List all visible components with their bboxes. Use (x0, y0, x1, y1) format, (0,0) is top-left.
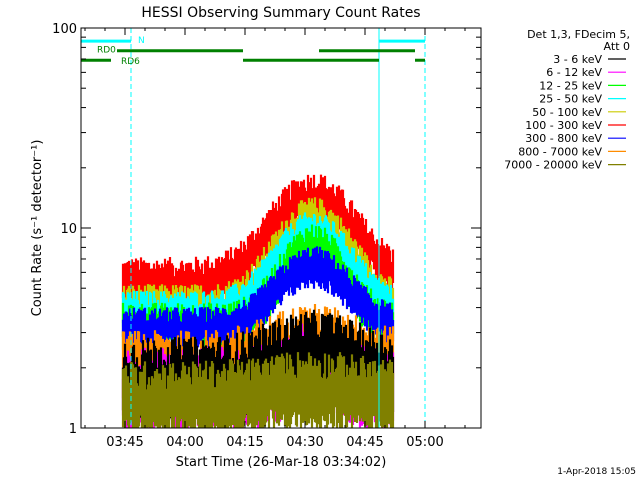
legend-header-1: Att 0 (604, 40, 630, 53)
generation-timestamp: 1-Apr-2018 15:05 (557, 467, 636, 477)
x-tick-label-5: 05:00 (406, 435, 443, 450)
x-tick-label-0: 03:45 (106, 435, 143, 450)
legend-label-7: 800 - 7000 keV (518, 145, 602, 158)
series-line-4 (121, 246, 395, 351)
x-tick-label-1: 04:00 (166, 435, 203, 450)
series-4 (121, 246, 395, 351)
legend-label-2: 12 - 25 keV (539, 79, 602, 92)
y-tick-label-1: 10 (60, 222, 77, 237)
flag-label-rd0: RD0 (97, 46, 116, 56)
flag-label-n: N (138, 36, 145, 46)
legend-label-1: 6 - 12 keV (546, 66, 602, 79)
legend-label-3: 25 - 50 keV (539, 93, 602, 106)
chart-title: HESSI Observing Summary Count Rates (141, 5, 420, 21)
legend-label-4: 50 - 100 keV (532, 106, 602, 119)
legend-header-0: Det 1,3, FDecim 5, (527, 28, 630, 41)
series-line-8 (121, 352, 395, 428)
y-axis-label: Count Rate (s⁻¹ detector⁻¹) (30, 140, 45, 317)
legend-label-0: 3 - 6 keV (553, 53, 602, 66)
data-layer (121, 174, 395, 428)
x-tick-label-2: 04:15 (226, 435, 263, 450)
y-tick-label-0: 1 (69, 422, 77, 437)
series-8 (121, 352, 395, 428)
flag-label-rd6: RD6 (121, 57, 140, 67)
legend-label-5: 100 - 300 keV (525, 119, 602, 132)
x-tick-label-3: 04:30 (286, 435, 323, 450)
x-axis-label: Start Time (26-Mar-18 03:34:02) (176, 455, 387, 470)
tick-layer: 03:45 04:00 04:15 04:30 04:45 05:00 1 10 100 (52, 22, 481, 450)
legend-label-8: 7000 - 20000 keV (504, 159, 602, 172)
flag-layer: N RD0 RD6 (81, 36, 425, 67)
x-tick-label-4: 04:45 (346, 435, 383, 450)
y-tick-label-2: 100 (52, 22, 77, 37)
legend-label-6: 300 - 800 keV (525, 132, 602, 145)
